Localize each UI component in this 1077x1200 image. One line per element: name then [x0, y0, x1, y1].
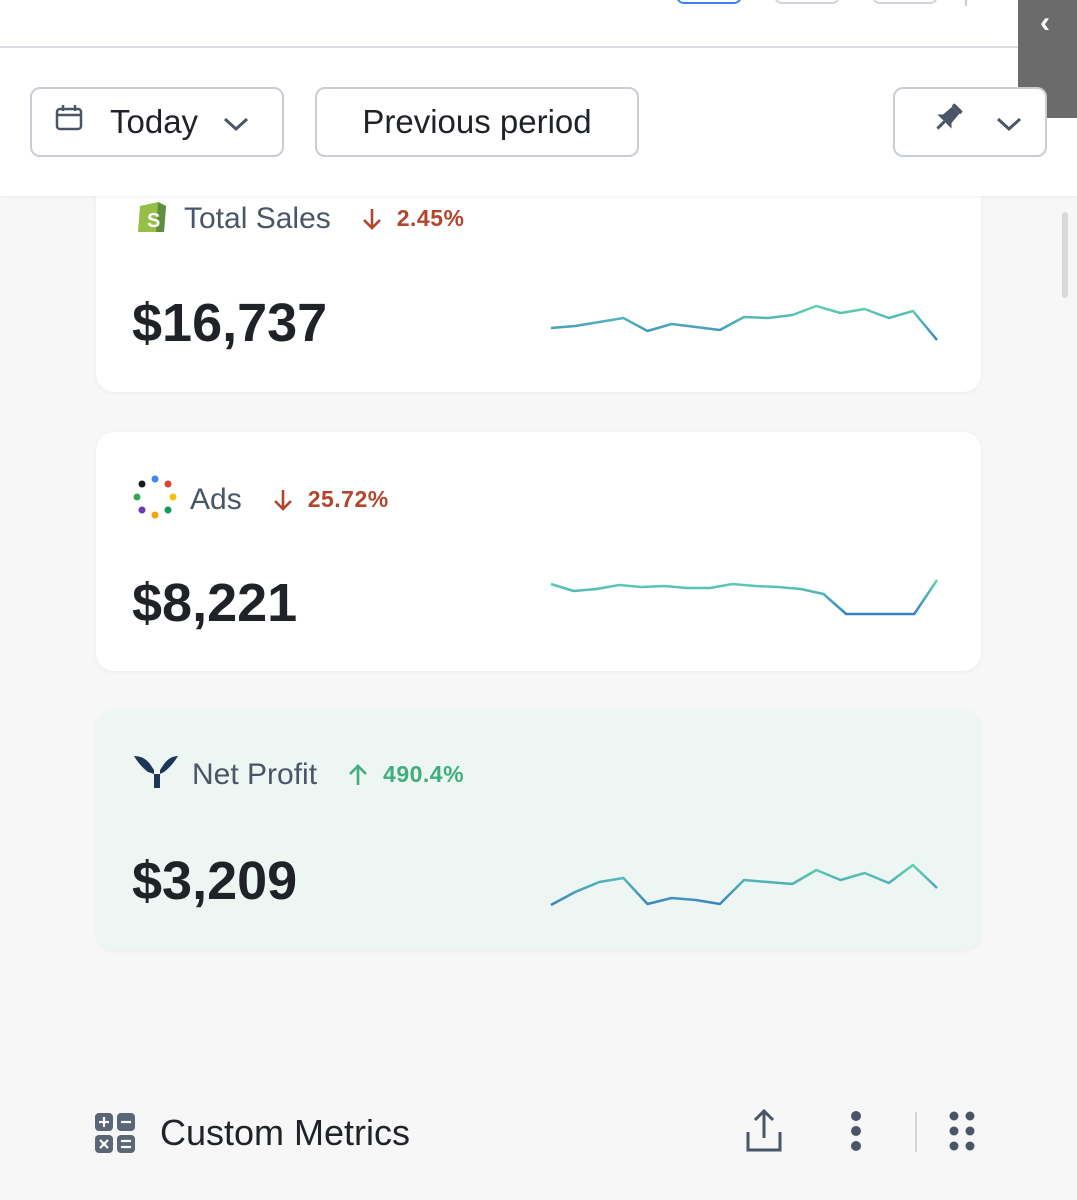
chevron-down-icon [995, 103, 1023, 141]
more-vertical-icon[interactable] [848, 1110, 864, 1152]
triple-whale-icon [132, 752, 180, 797]
sparkline-series [550, 579, 939, 616]
delta-badge: 25.72% [272, 486, 389, 513]
card-header: Net Profit 490.4% [132, 752, 464, 797]
calculator-icon [94, 1112, 136, 1154]
arrow-down-icon [272, 488, 294, 512]
card-header: S Total Sales 2.45% [132, 196, 464, 241]
card-title: Ads [190, 482, 242, 516]
metric-card-ads[interactable]: Ads 25.72% $8,221 [96, 432, 981, 671]
divider [965, 0, 967, 6]
share-icon[interactable] [744, 1108, 784, 1154]
chevron-left-icon: ‹ [1040, 6, 1050, 39]
card-title: Total Sales [184, 201, 331, 235]
section-title: Custom Metrics [160, 1112, 411, 1153]
delta-value: 2.45% [396, 205, 465, 231]
delta-value: 490.4% [383, 761, 465, 787]
metric-value: $16,737 [132, 293, 328, 353]
metric-value: $8,221 [132, 573, 298, 633]
compare-period-label: Previous period [362, 103, 592, 140]
shopify-icon: S [132, 196, 172, 241]
delta-badge: 2.45% [361, 205, 465, 232]
arrow-down-icon [361, 207, 383, 231]
custom-metrics-section-header: Custom Metrics [0, 1100, 1077, 1170]
sparkline-chart [550, 304, 938, 341]
pin-menu-button[interactable] [893, 87, 1047, 157]
ads-dots-icon [132, 474, 178, 525]
metric-card-net-profit[interactable]: Net Profit 490.4% $3,209 [96, 710, 981, 950]
svg-text:S: S [147, 210, 160, 232]
tab-stub[interactable] [774, 0, 840, 4]
card-title: Net Profit [192, 757, 318, 791]
sparkline-series [550, 304, 938, 341]
delta-value: 25.72% [307, 486, 389, 512]
date-range-label: Today [110, 103, 199, 140]
scrollbar[interactable] [1062, 212, 1068, 298]
drag-grid-icon[interactable] [948, 1110, 976, 1152]
pin-icon [929, 99, 967, 145]
sparkline-chart [550, 863, 938, 907]
sparkline-series [550, 863, 938, 907]
date-range-button[interactable]: Today [30, 87, 284, 157]
card-header: Ads 25.72% [132, 474, 389, 525]
divider [915, 1112, 917, 1152]
tab-stub[interactable] [872, 0, 938, 4]
arrow-up-icon [347, 763, 369, 787]
toolbar-divider [0, 46, 1077, 48]
sparkline-chart [550, 579, 939, 616]
compare-period-button[interactable]: Previous period [315, 87, 639, 157]
active-tab-stub[interactable] [676, 0, 742, 4]
top-toolbar: ‹ Today Previous period [0, 0, 1077, 196]
delta-badge: 490.4% [347, 761, 464, 788]
calendar-icon [54, 103, 84, 141]
chevron-down-icon [222, 103, 250, 141]
metric-value: $3,209 [132, 851, 298, 911]
